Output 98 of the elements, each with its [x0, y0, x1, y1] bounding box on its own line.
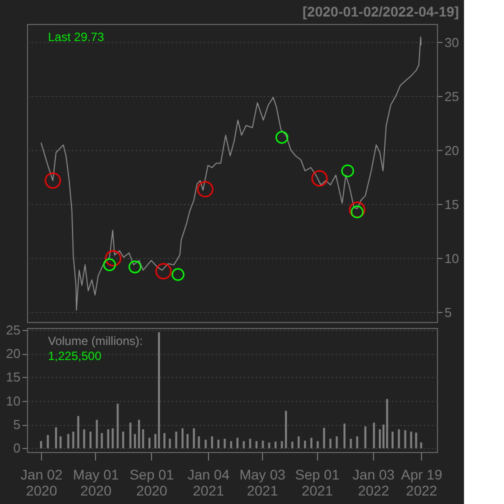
bar [148, 438, 150, 448]
bar [404, 430, 406, 448]
bar [310, 438, 312, 448]
y-tick-label: 5 [13, 417, 20, 432]
bar [182, 428, 184, 448]
bar [40, 441, 42, 448]
bar [284, 410, 287, 448]
bar [122, 432, 124, 448]
point [103, 258, 116, 272]
annotation: Volume (millions): [48, 334, 143, 348]
bar [343, 424, 346, 448]
bar [186, 434, 189, 448]
y-tick-label: 15 [6, 370, 20, 385]
bar [163, 433, 166, 448]
x-tick-label: Apr 19 2022 [401, 466, 442, 498]
bar [129, 422, 132, 448]
bar [268, 442, 270, 448]
x-tick-label: May 03 2021 [239, 466, 286, 498]
bar [262, 440, 264, 448]
bar [230, 441, 232, 448]
bar [304, 440, 306, 448]
bar [77, 416, 80, 448]
bar [60, 436, 62, 448]
y-tick-label: 10 [444, 250, 459, 266]
point [44, 172, 61, 189]
bar [158, 332, 160, 448]
bar [211, 436, 214, 448]
chart-title: [2020-01-02/2022-04-19] [302, 4, 459, 20]
bar [168, 438, 171, 448]
point [172, 268, 184, 281]
point [275, 130, 288, 144]
bar [55, 427, 58, 448]
bar [420, 442, 422, 448]
y-tick-label: 10 [6, 393, 20, 408]
bar [175, 432, 178, 448]
bar [291, 442, 294, 448]
bar [112, 428, 114, 448]
bar [372, 422, 375, 448]
bar [67, 434, 70, 448]
bar [242, 441, 245, 448]
bar [255, 441, 258, 448]
bar [72, 432, 74, 448]
y-tick-label: 20 [444, 142, 459, 158]
bar [350, 438, 352, 448]
y-tick-label: 0 [13, 440, 20, 456]
bar [100, 433, 103, 448]
annotation: Last 29.73 [48, 30, 104, 44]
x-tick-label: May 01 2020 [73, 466, 120, 498]
bar [329, 438, 332, 448]
bar [336, 436, 338, 448]
x-tick-label: Jan 03 2022 [352, 466, 395, 498]
bar [415, 432, 418, 448]
bar [198, 436, 200, 448]
bar [96, 420, 98, 448]
point [128, 260, 142, 274]
bar [364, 426, 366, 448]
bar [134, 434, 136, 448]
bar [249, 438, 252, 448]
bar [142, 429, 144, 448]
point [197, 181, 214, 198]
bar [204, 440, 207, 448]
point [349, 202, 366, 218]
bar [236, 438, 238, 448]
x-tick-label: Jan 04 2021 [187, 466, 230, 498]
bar [116, 404, 119, 448]
x-tick-label: Sep 01 2021 [295, 466, 340, 498]
bar [410, 432, 412, 448]
bar [398, 429, 400, 448]
bar [107, 429, 110, 448]
bar [89, 432, 92, 448]
bar [138, 420, 140, 448]
point [155, 263, 172, 280]
y-tick-label: 20 [6, 346, 20, 362]
point [350, 205, 364, 218]
bar [217, 440, 220, 448]
y-tick-label: 30 [444, 34, 459, 50]
y-tick-label: 15 [444, 196, 459, 212]
bar [298, 436, 300, 448]
bar [316, 441, 319, 448]
bar [83, 429, 86, 448]
bar [386, 398, 388, 448]
bar [274, 442, 277, 448]
y-tick-label: 25 [6, 322, 20, 338]
bar [356, 436, 358, 448]
point [311, 170, 328, 186]
point [341, 164, 354, 178]
bar [323, 428, 326, 448]
y-tick-label: 25 [444, 88, 459, 104]
bar [224, 438, 226, 448]
x-tick-label: Sep 01 2020 [130, 466, 174, 498]
bar [392, 432, 394, 448]
bar [280, 441, 283, 448]
bar [192, 428, 195, 448]
point [105, 250, 122, 266]
y-tick-label: 5 [444, 304, 452, 320]
x-tick-label: Jan 02 2020 [20, 466, 63, 498]
bar [46, 434, 49, 448]
annotation: 1,225,500 [48, 349, 102, 363]
